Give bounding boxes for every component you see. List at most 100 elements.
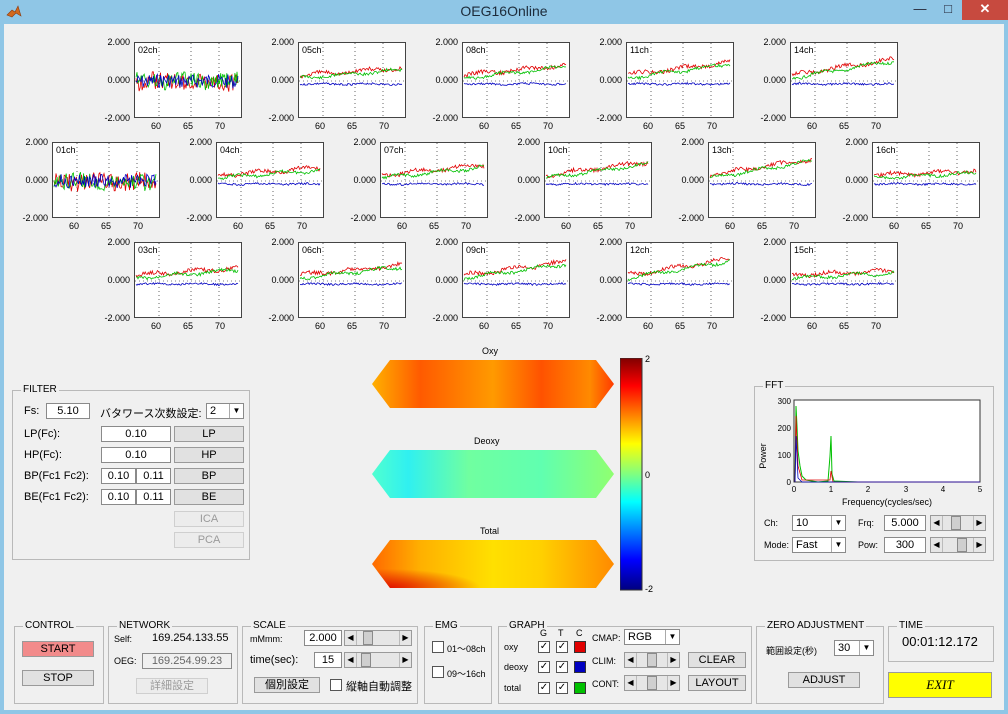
arrow-left-icon[interactable]: ◀ (625, 676, 637, 690)
trace-oxy (791, 267, 895, 279)
fft-frq-label: Frq: (858, 518, 875, 528)
cont-slider[interactable]: ◀ ▶ (624, 675, 680, 691)
fs-input[interactable]: 5.10 (46, 403, 90, 419)
x-tick-label: 65 (182, 321, 193, 331)
pca-button[interactable]: PCA (174, 532, 244, 548)
y-tick-label: 2.000 (435, 37, 458, 47)
lp-button[interactable]: LP (174, 426, 244, 442)
start-button[interactable]: START (22, 641, 94, 657)
scale-time-input[interactable]: 15 (314, 652, 342, 668)
chevron-down-icon: ▼ (665, 630, 679, 644)
trace-oxy (463, 62, 567, 78)
channel-plot-09ch: 09ch (462, 242, 571, 319)
arrow-right-icon[interactable]: ▶ (399, 631, 411, 645)
slider-thumb[interactable] (647, 653, 657, 667)
minimize-button[interactable]: — (913, 1, 927, 16)
fft-frq-slider[interactable]: ◀ ▶ (930, 515, 986, 531)
arrow-left-icon[interactable]: ◀ (931, 516, 943, 530)
arrow-left-icon[interactable]: ◀ (625, 653, 637, 667)
butterworth-order-select[interactable]: 2 ▼ (206, 403, 244, 419)
trace-deoxy (463, 281, 567, 287)
scale-individual-button[interactable]: 個別設定 (254, 677, 320, 693)
oeg-ip-input[interactable]: 169.254.99.23 (142, 653, 232, 669)
scale-mm-input[interactable]: 2.000 (304, 630, 342, 646)
fft-pow-slider[interactable]: ◀ ▶ (930, 537, 986, 553)
arrow-left-icon[interactable]: ◀ (345, 653, 357, 667)
fft-ch-select[interactable]: 10 ▼ (792, 515, 846, 531)
scale-time-slider[interactable]: ◀ ▶ (344, 652, 412, 668)
arrow-right-icon[interactable]: ▶ (667, 676, 679, 690)
arrow-right-icon[interactable]: ▶ (973, 516, 985, 530)
fft-pow-input[interactable]: 300 (884, 537, 926, 553)
be-fc2-input[interactable]: 0.11 (136, 489, 171, 505)
total-color-swatch[interactable] (574, 682, 586, 694)
y-tick-label: -2.000 (268, 113, 294, 123)
bp-button[interactable]: BP (174, 468, 244, 484)
bp-label: BP(Fc1 Fc2): (24, 470, 89, 482)
deoxy-graph-checkbox[interactable]: ✓ (538, 661, 550, 673)
y-tick-label: -2.000 (432, 113, 458, 123)
channel-plot-15ch: 15ch (790, 242, 899, 319)
adjust-button[interactable]: ADJUST (788, 672, 860, 688)
slider-thumb[interactable] (361, 653, 371, 667)
fft-frq-input[interactable]: 5.000 (884, 515, 926, 531)
arrow-right-icon[interactable]: ▶ (973, 538, 985, 552)
oxy-topo-checkbox[interactable]: ✓ (556, 641, 568, 653)
deoxy-color-swatch[interactable] (574, 661, 586, 673)
x-tick-label: 65 (592, 221, 603, 231)
stop-button[interactable]: STOP (22, 670, 94, 686)
network-detail-button[interactable]: 詳細設定 (136, 678, 208, 694)
y-tick-label: 0.000 (681, 175, 704, 185)
slider-thumb[interactable] (647, 676, 657, 690)
zero-range-select[interactable]: 30 ▼ (834, 640, 874, 656)
clim-slider[interactable]: ◀ ▶ (624, 652, 680, 668)
layout-button[interactable]: LAYOUT (688, 675, 746, 691)
hp-button[interactable]: HP (174, 447, 244, 463)
emg-ch9-16-checkbox[interactable] (432, 666, 444, 678)
arrow-left-icon[interactable]: ◀ (345, 631, 357, 645)
maximize-button[interactable]: □ (944, 1, 952, 16)
lp-input[interactable]: 0.10 (101, 426, 171, 442)
y-tick-label: -2.000 (432, 313, 458, 323)
bp-fc1-input[interactable]: 0.10 (101, 468, 136, 484)
scale-mm-slider[interactable]: ◀ ▶ (344, 630, 412, 646)
arrow-right-icon[interactable]: ▶ (399, 653, 411, 667)
hp-input[interactable]: 0.10 (101, 447, 171, 463)
arrow-right-icon[interactable]: ▶ (667, 653, 679, 667)
x-tick-label: 65 (264, 221, 275, 231)
ica-button[interactable]: ICA (174, 511, 244, 527)
channel-plot-07ch: 07ch (380, 142, 489, 219)
x-tick-label: 60 (560, 221, 571, 231)
slider-thumb[interactable] (363, 631, 373, 645)
fft-mode-select[interactable]: Fast ▼ (792, 537, 846, 553)
chevron-down-icon: ▼ (831, 538, 845, 552)
arrow-left-icon[interactable]: ◀ (931, 538, 943, 552)
emg-ch1-8-checkbox[interactable] (432, 641, 444, 653)
y-tick-label: 2.000 (435, 237, 458, 247)
graph-col-t: T (558, 628, 564, 638)
oxy-graph-checkbox[interactable]: ✓ (538, 641, 550, 653)
oxy-color-swatch[interactable] (574, 641, 586, 653)
fft-mode-label: Mode: (764, 540, 790, 550)
x-tick-label: 65 (838, 121, 849, 131)
x-tick-label: 65 (100, 221, 111, 231)
auto-yaxis-checkbox[interactable] (330, 679, 342, 691)
bp-fc2-input[interactable]: 0.11 (136, 468, 171, 484)
clear-button[interactable]: CLEAR (688, 652, 746, 668)
channel-plot-04ch: 04ch (216, 142, 325, 219)
be-button[interactable]: BE (174, 489, 244, 505)
colorbar-max-label: 2 (645, 354, 651, 364)
exit-button[interactable]: EXIT (888, 672, 992, 698)
channel-label: 08ch (466, 45, 486, 55)
network-group: NETWORK (108, 620, 238, 704)
slider-thumb[interactable] (957, 538, 967, 552)
fft-ytick-0: 0 (787, 478, 792, 487)
close-button[interactable]: ✕ (962, 0, 1008, 20)
be-fc1-input[interactable]: 0.10 (101, 489, 136, 505)
slider-thumb[interactable] (951, 516, 961, 530)
deoxy-topo-checkbox[interactable]: ✓ (556, 661, 568, 673)
total-graph-checkbox[interactable]: ✓ (538, 682, 550, 694)
cmap-select[interactable]: RGB ▼ (624, 629, 680, 645)
trace-total (299, 266, 403, 281)
total-topo-checkbox[interactable]: ✓ (556, 682, 568, 694)
